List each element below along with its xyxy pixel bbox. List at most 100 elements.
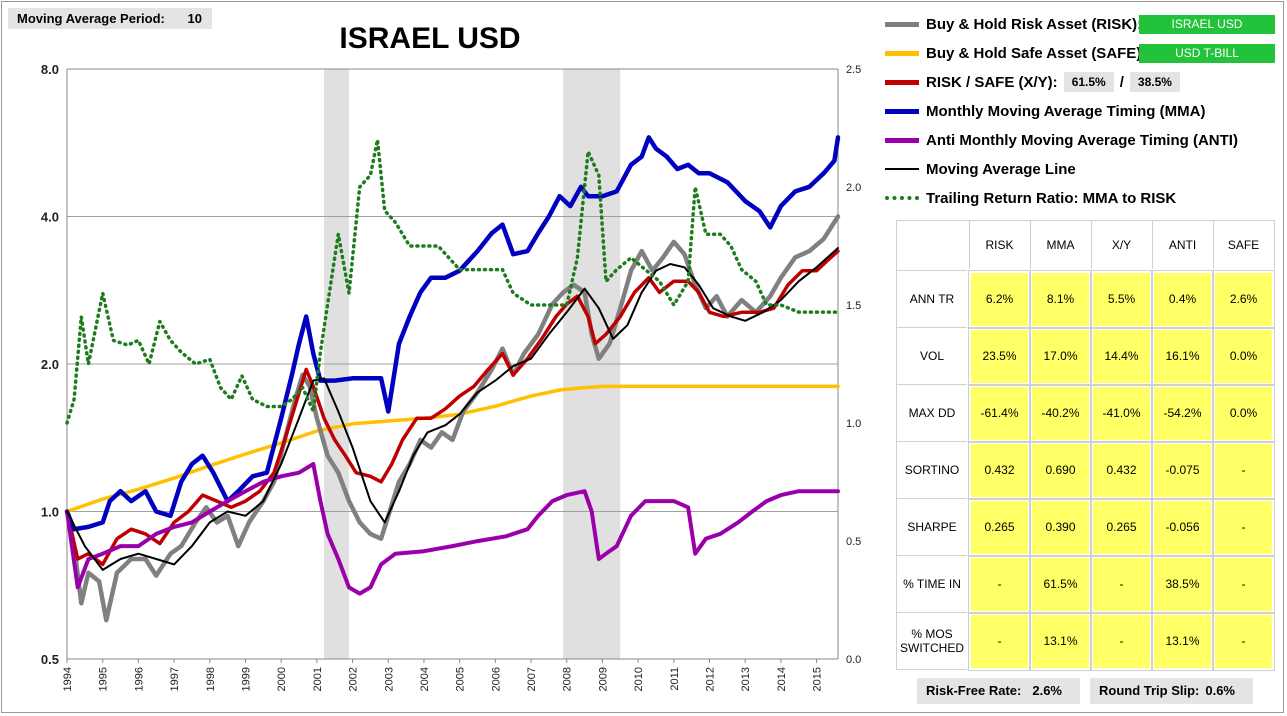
legend-ma-swatch: [885, 168, 919, 170]
stats-cell: -40.2%: [1028, 382, 1093, 444]
stats-col-header: RISK: [968, 220, 1031, 271]
stats-table: RISK MMA X/Y ANTI SAFE ANN TR 6.2% 8.1% 5.5…: [896, 220, 1276, 672]
x-tick-label: 2010: [633, 667, 645, 691]
stats-row-label: % TIME IN: [896, 555, 970, 613]
legend-safe-swatch: [885, 50, 919, 56]
legend-xy: RISK / SAFE (X/Y): 61.5% / 38.5%: [885, 70, 1180, 94]
y-left-tick-label: 1.0: [41, 505, 59, 520]
xy-safe-pct: 38.5%: [1129, 72, 1180, 92]
x-tick-label: 2001: [312, 667, 324, 691]
stats-cell: -61.4%: [967, 382, 1032, 444]
x-tick-label: 2000: [276, 667, 288, 691]
stats-cell: -0.056: [1150, 496, 1215, 558]
x-tick-label: 1998: [205, 667, 217, 691]
risk-free-label: Risk-Free Rate:: [926, 683, 1022, 698]
slip-label: Round Trip Slip:: [1099, 683, 1200, 698]
stats-col-header: MMA: [1029, 220, 1092, 271]
stats-cell: -: [1211, 496, 1276, 558]
stats-cell: -: [967, 610, 1032, 672]
stats-cell: 0.432: [967, 439, 1032, 501]
stats-cell: 8.1%: [1028, 268, 1093, 330]
risk-free-value: 2.6%: [1032, 683, 1062, 698]
stats-cell: 0.4%: [1150, 268, 1215, 330]
series-line-risk: [64, 214, 841, 623]
x-tick-label: 2011: [669, 667, 681, 691]
stats-cell: 5.5%: [1089, 268, 1154, 330]
stats-row: VOL 23.5% 17.0% 14.4% 16.1% 0.0%: [896, 325, 1276, 387]
legend-ma: Moving Average Line: [885, 157, 1076, 181]
legend-mma-swatch: [885, 108, 919, 114]
stats-cell: 13.1%: [1150, 610, 1215, 672]
stats-row: % MOS SWITCHED -13.1% -13.1% -: [896, 610, 1276, 672]
x-tick-label: 2002: [348, 667, 360, 691]
legend-mma-label: Monthly Moving Average Timing (MMA): [926, 102, 1206, 120]
legend-safe: Buy & Hold Safe Asset (SAFE):: [885, 41, 1146, 65]
legend-safe-label: Buy & Hold Safe Asset (SAFE):: [926, 44, 1147, 62]
chart-title: ISRAEL USD: [339, 22, 520, 55]
ma-period-value: 10: [187, 11, 202, 26]
stats-cell: -: [1211, 553, 1276, 615]
legend-risk: Buy & Hold Risk Asset (RISK):: [885, 12, 1142, 36]
stats-cell: 13.1%: [1028, 610, 1093, 672]
stats-cell: -: [1211, 439, 1276, 501]
stats-cell: -: [1089, 610, 1154, 672]
stats-cell: 0.265: [1089, 496, 1154, 558]
stats-cell: 16.1%: [1150, 325, 1215, 387]
legend-anti-swatch: [885, 137, 919, 143]
x-tick-label: 2009: [597, 667, 609, 691]
x-tick-label: 2004: [419, 667, 431, 691]
stats-header-row: RISK MMA X/Y ANTI SAFE: [896, 220, 1275, 271]
stats-row-label: MAX DD: [896, 384, 970, 442]
stats-row: ANN TR 6.2% 8.1% 5.5% 0.4% 2.6%: [896, 268, 1276, 330]
legend-mma: Monthly Moving Average Timing (MMA): [885, 99, 1205, 123]
stats-row: SORTINO 0.432 0.690 0.432 -0.075-: [896, 439, 1276, 501]
stats-cell: 23.5%: [967, 325, 1032, 387]
stats-cell: -: [967, 553, 1032, 615]
stats-cell: 0.390: [1028, 496, 1093, 558]
stats-cell: 6.2%: [967, 268, 1032, 330]
legend-ratio-swatch: [885, 196, 919, 200]
series-line-mma: [64, 135, 841, 532]
x-tick-label: 2015: [812, 667, 824, 691]
series-line-ma: [66, 247, 839, 571]
y-right-tick-label: 1.5: [846, 300, 861, 312]
stats-col-header: SAFE: [1212, 220, 1275, 271]
stats-col-header: X/Y: [1090, 220, 1153, 271]
stats-cell: 14.4%: [1089, 325, 1154, 387]
series-line-safe: [65, 384, 840, 514]
stats-row-label: ANN TR: [896, 270, 970, 328]
stats-cell: 61.5%: [1028, 553, 1093, 615]
x-tick-label: 1995: [98, 667, 110, 691]
stats-cell: 0.265: [967, 496, 1032, 558]
safe-asset-badge: USD T-BILL: [1139, 44, 1275, 63]
round-trip-slip-box: Round Trip Slip: 0.6%: [1090, 678, 1253, 704]
stats-cell: -54.2%: [1150, 382, 1215, 444]
legend-xy-swatch: [885, 79, 919, 85]
stats-cell: 0.0%: [1211, 382, 1276, 444]
y-right-tick-label: 2.0: [846, 182, 861, 194]
stats-cell: -0.075: [1150, 439, 1215, 501]
stats-cell: 0.690: [1028, 439, 1093, 501]
stats-corner: [896, 220, 970, 271]
legend-xy-label: RISK / SAFE (X/Y):: [926, 73, 1058, 91]
stats-cell: -41.0%: [1089, 382, 1154, 444]
y-left-tick-label: 8.0: [41, 62, 59, 77]
x-tick-label: 2007: [526, 667, 538, 691]
legend-ma-label: Moving Average Line: [926, 160, 1076, 178]
legend-risk-swatch: [885, 21, 919, 27]
series-line-xy: [65, 249, 840, 567]
x-tick-label: 2012: [705, 667, 717, 691]
legend-risk-label: Buy & Hold Risk Asset (RISK):: [926, 15, 1143, 33]
x-tick-label: 1999: [240, 667, 252, 691]
stats-row-label: SHARPE: [896, 498, 970, 556]
stats-row-label: % MOS SWITCHED: [896, 612, 970, 670]
x-tick-label: 2014: [776, 667, 788, 691]
stats-row: % TIME IN -61.5% -38.5% -: [896, 553, 1276, 615]
stats-cell: 0.432: [1089, 439, 1154, 501]
stats-row: MAX DD -61.4% -40.2% -41.0% -54.2% 0.0%: [896, 382, 1276, 444]
series-line-ratio: [65, 138, 840, 425]
stats-row: SHARPE 0.265 0.390 0.265 -0.056-: [896, 496, 1276, 558]
stats-col-header: ANTI: [1151, 220, 1214, 271]
